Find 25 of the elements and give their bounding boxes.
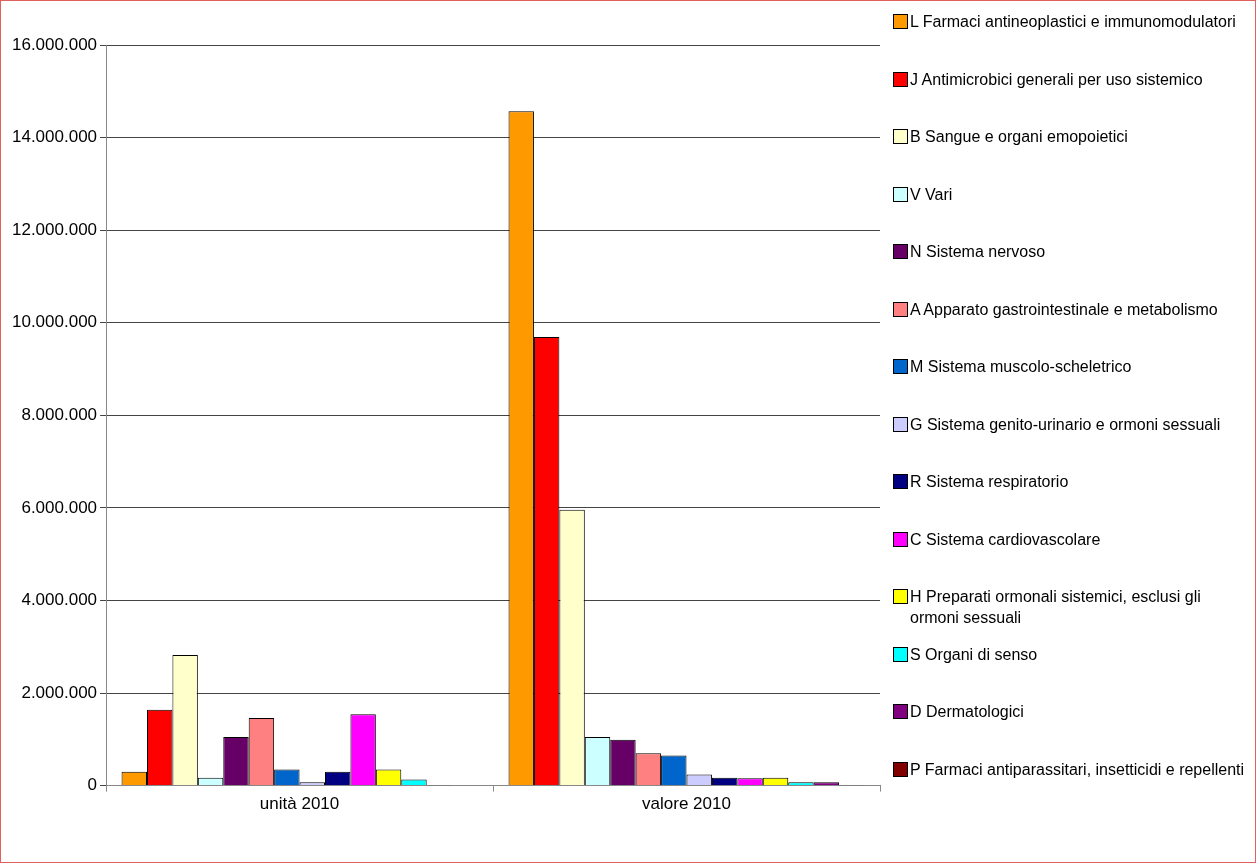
legend-label: N Sistema nervoso (910, 242, 1046, 262)
y-tick-label: 4.000.000 (21, 590, 98, 610)
legend-label: M Sistema muscolo-scheletrico (910, 357, 1132, 377)
x-tick-label: unità 2010 (259, 794, 340, 814)
y-tick-label: 12.000.000 (11, 219, 98, 239)
legend-label: C Sistema cardiovascolare (910, 529, 1101, 550)
y-tick-label: 16.000.000 (11, 34, 98, 54)
legend-label: A Apparato gastrointestinale e metabolismo (910, 299, 1218, 320)
legend-label: H Preparati ormonali sistemici, esclusi gli ormoni sessuali (910, 587, 1202, 628)
y-tick-label: 6.000.000 (21, 497, 98, 517)
legend-label: B Sangue e organi emopoietici (910, 127, 1128, 147)
legend-label: P Farmaci antiparassitari, insetticidi e repellenti (910, 759, 1245, 780)
legend-label: L Farmaci antineoplastici e immunomodulatori (910, 12, 1236, 32)
y-tick-label: 8.000.000 (21, 404, 98, 424)
legend-label: V Vari (910, 184, 953, 205)
y-tick-label: 2.000.000 (21, 682, 98, 702)
x-tick-label: valore 2010 (642, 794, 731, 814)
legend-label: R Sistema respiratorio (910, 472, 1069, 492)
y-tick-label: 0 (87, 775, 98, 795)
legend-label: G Sistema genito-urinario e ormoni sessuali (910, 414, 1221, 435)
legend-label: J Antimicrobici generali per uso sistemico (910, 69, 1203, 90)
y-tick-label: 10.000.000 (11, 312, 98, 332)
y-tick-label: 14.000.000 (11, 127, 98, 147)
legend-label: D Dermatologici (910, 702, 1024, 722)
legend-label: S Organi di senso (910, 644, 1038, 665)
